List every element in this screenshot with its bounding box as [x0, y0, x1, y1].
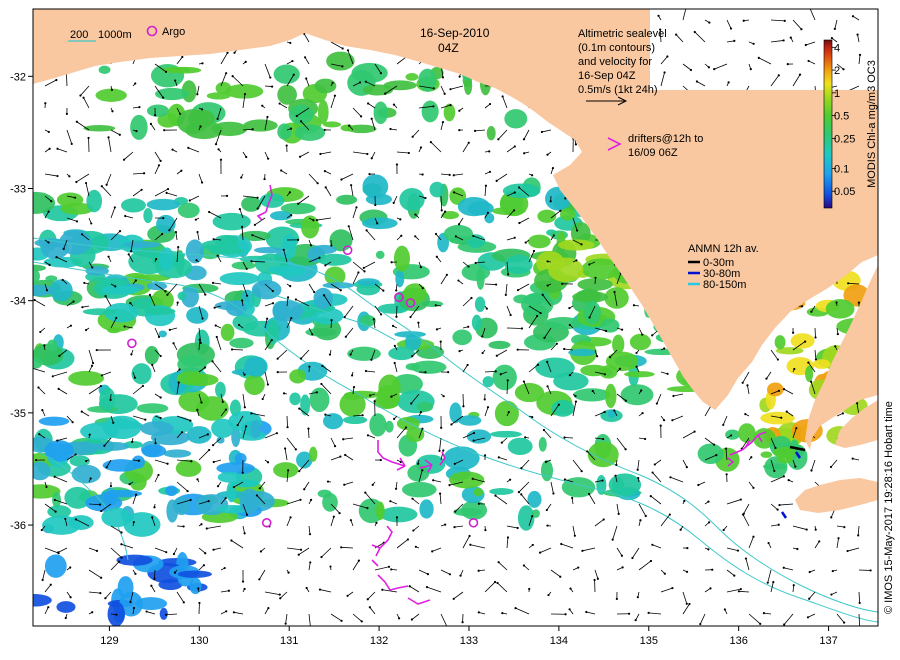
isobath-200-label: 200 — [70, 29, 88, 41]
altimetry-note: Altimetric sealevel (0.1m contours) and … — [578, 28, 667, 106]
mainland-coast — [33, 9, 878, 410]
colorbar-tick-label-0: 4 — [834, 42, 840, 54]
drifter-legend-icon — [607, 137, 622, 151]
map-hour: 04Z — [438, 41, 459, 55]
lon-tick-label-1: 130 — [190, 635, 208, 647]
argo-float-2 — [394, 292, 404, 303]
longitude-axis: 129 130 131 132 133 134 135 136 137 — [100, 626, 838, 647]
colorbar-tick-label-2: 1 — [834, 88, 840, 100]
chlorophyll-layer — [33, 51, 878, 626]
lat-tick-label-2: -34 — [10, 296, 26, 308]
anmn-legend: ANMN 12h av. 0-30m 30-80m 80-150m — [688, 243, 759, 291]
drifter-tracks — [256, 184, 767, 605]
colorbar-tick-label-3: 0.5 — [834, 111, 849, 123]
yorke-land — [835, 400, 878, 448]
argo-float-1 — [342, 245, 353, 255]
isobath-1000-label: 1000m — [98, 29, 132, 41]
plot-frame — [32, 8, 879, 627]
argo-legend-label: Argo — [162, 26, 185, 38]
velocity-scale-label: 0.5m/s (1kt 24h) — [578, 84, 657, 96]
anmn-legend-label-1: 30-80m — [703, 268, 740, 280]
argo-float-5 — [468, 517, 479, 528]
drifter-note-line-2: 16/09 06Z — [628, 147, 678, 159]
colorbar-ticks: 4 2 1 0.5 0.25 0.1 0.05 — [832, 42, 855, 198]
lon-tick-label-2: 131 — [280, 635, 298, 647]
lon-tick-label-3: 132 — [370, 635, 388, 647]
argo-legend-icon — [146, 25, 158, 37]
eyre-peninsula-east — [805, 265, 878, 450]
argo-floats — [127, 245, 479, 528]
lon-tick-label-0: 129 — [100, 635, 118, 647]
anmn-legend-label-0: 0-30m — [703, 257, 734, 269]
lon-tick-label-6: 135 — [640, 635, 658, 647]
colorbar-tick-label-5: 0.1 — [834, 163, 849, 175]
lon-tick-label-8: 137 — [819, 635, 837, 647]
lat-tick-label-1: -33 — [10, 183, 26, 195]
depth-legend: 200 1000m Argo — [68, 25, 185, 42]
lon-tick-label-4: 133 — [460, 635, 478, 647]
altimetry-line-3: and velocity for — [578, 56, 652, 68]
argo-float-4 — [261, 517, 272, 528]
lon-tick-label-7: 136 — [729, 635, 747, 647]
credit-text: © IMOS 15-May-2017 19:28:16 Hobart time — [883, 401, 895, 614]
lon-tick-label-5: 134 — [550, 635, 568, 647]
colorbar-tick-label-6: 0.05 — [834, 186, 855, 198]
kangaroo-island — [795, 478, 878, 513]
colorbar-title: MODIS Chl-a mg/m3 OC3 — [866, 60, 878, 188]
altimetry-line-1: Altimetric sealevel — [578, 28, 667, 40]
colorbar: 4 2 1 0.5 0.25 0.1 0.05 MODIS Chl-a mg/m3 OC3 — [823, 39, 878, 209]
altimetry-line-4: 16-Sep 04Z — [578, 70, 636, 82]
map-date: 16-Sep-2010 — [420, 26, 490, 40]
argo-float-3 — [405, 298, 416, 308]
latitude-axis: -32 -33 -34 -35 -36 — [10, 71, 33, 532]
anmn-mooring-arrows — [780, 445, 806, 519]
drifter-note-line-1: drifters@12h to — [628, 133, 703, 145]
colorbar-gradient — [823, 39, 833, 209]
anmn-legend-label-2: 80-150m — [703, 279, 746, 291]
colorbar-tick-label-4: 0.25 — [834, 133, 855, 145]
lat-tick-label-3: -35 — [10, 408, 26, 420]
isobath-contours — [33, 237, 878, 623]
velocity-scale-arrowhead — [617, 96, 628, 106]
altimetry-line-2: (0.1m contours) — [578, 42, 655, 54]
colorbar-tick-label-1: 2 — [834, 65, 840, 77]
lat-tick-label-4: -36 — [10, 520, 26, 532]
argo-float-0 — [127, 338, 137, 349]
lat-tick-label-0: -32 — [10, 71, 26, 83]
drifter-note: drifters@12h to 16/09 06Z — [607, 133, 703, 159]
anmn-legend-title: ANMN 12h av. — [688, 243, 759, 255]
